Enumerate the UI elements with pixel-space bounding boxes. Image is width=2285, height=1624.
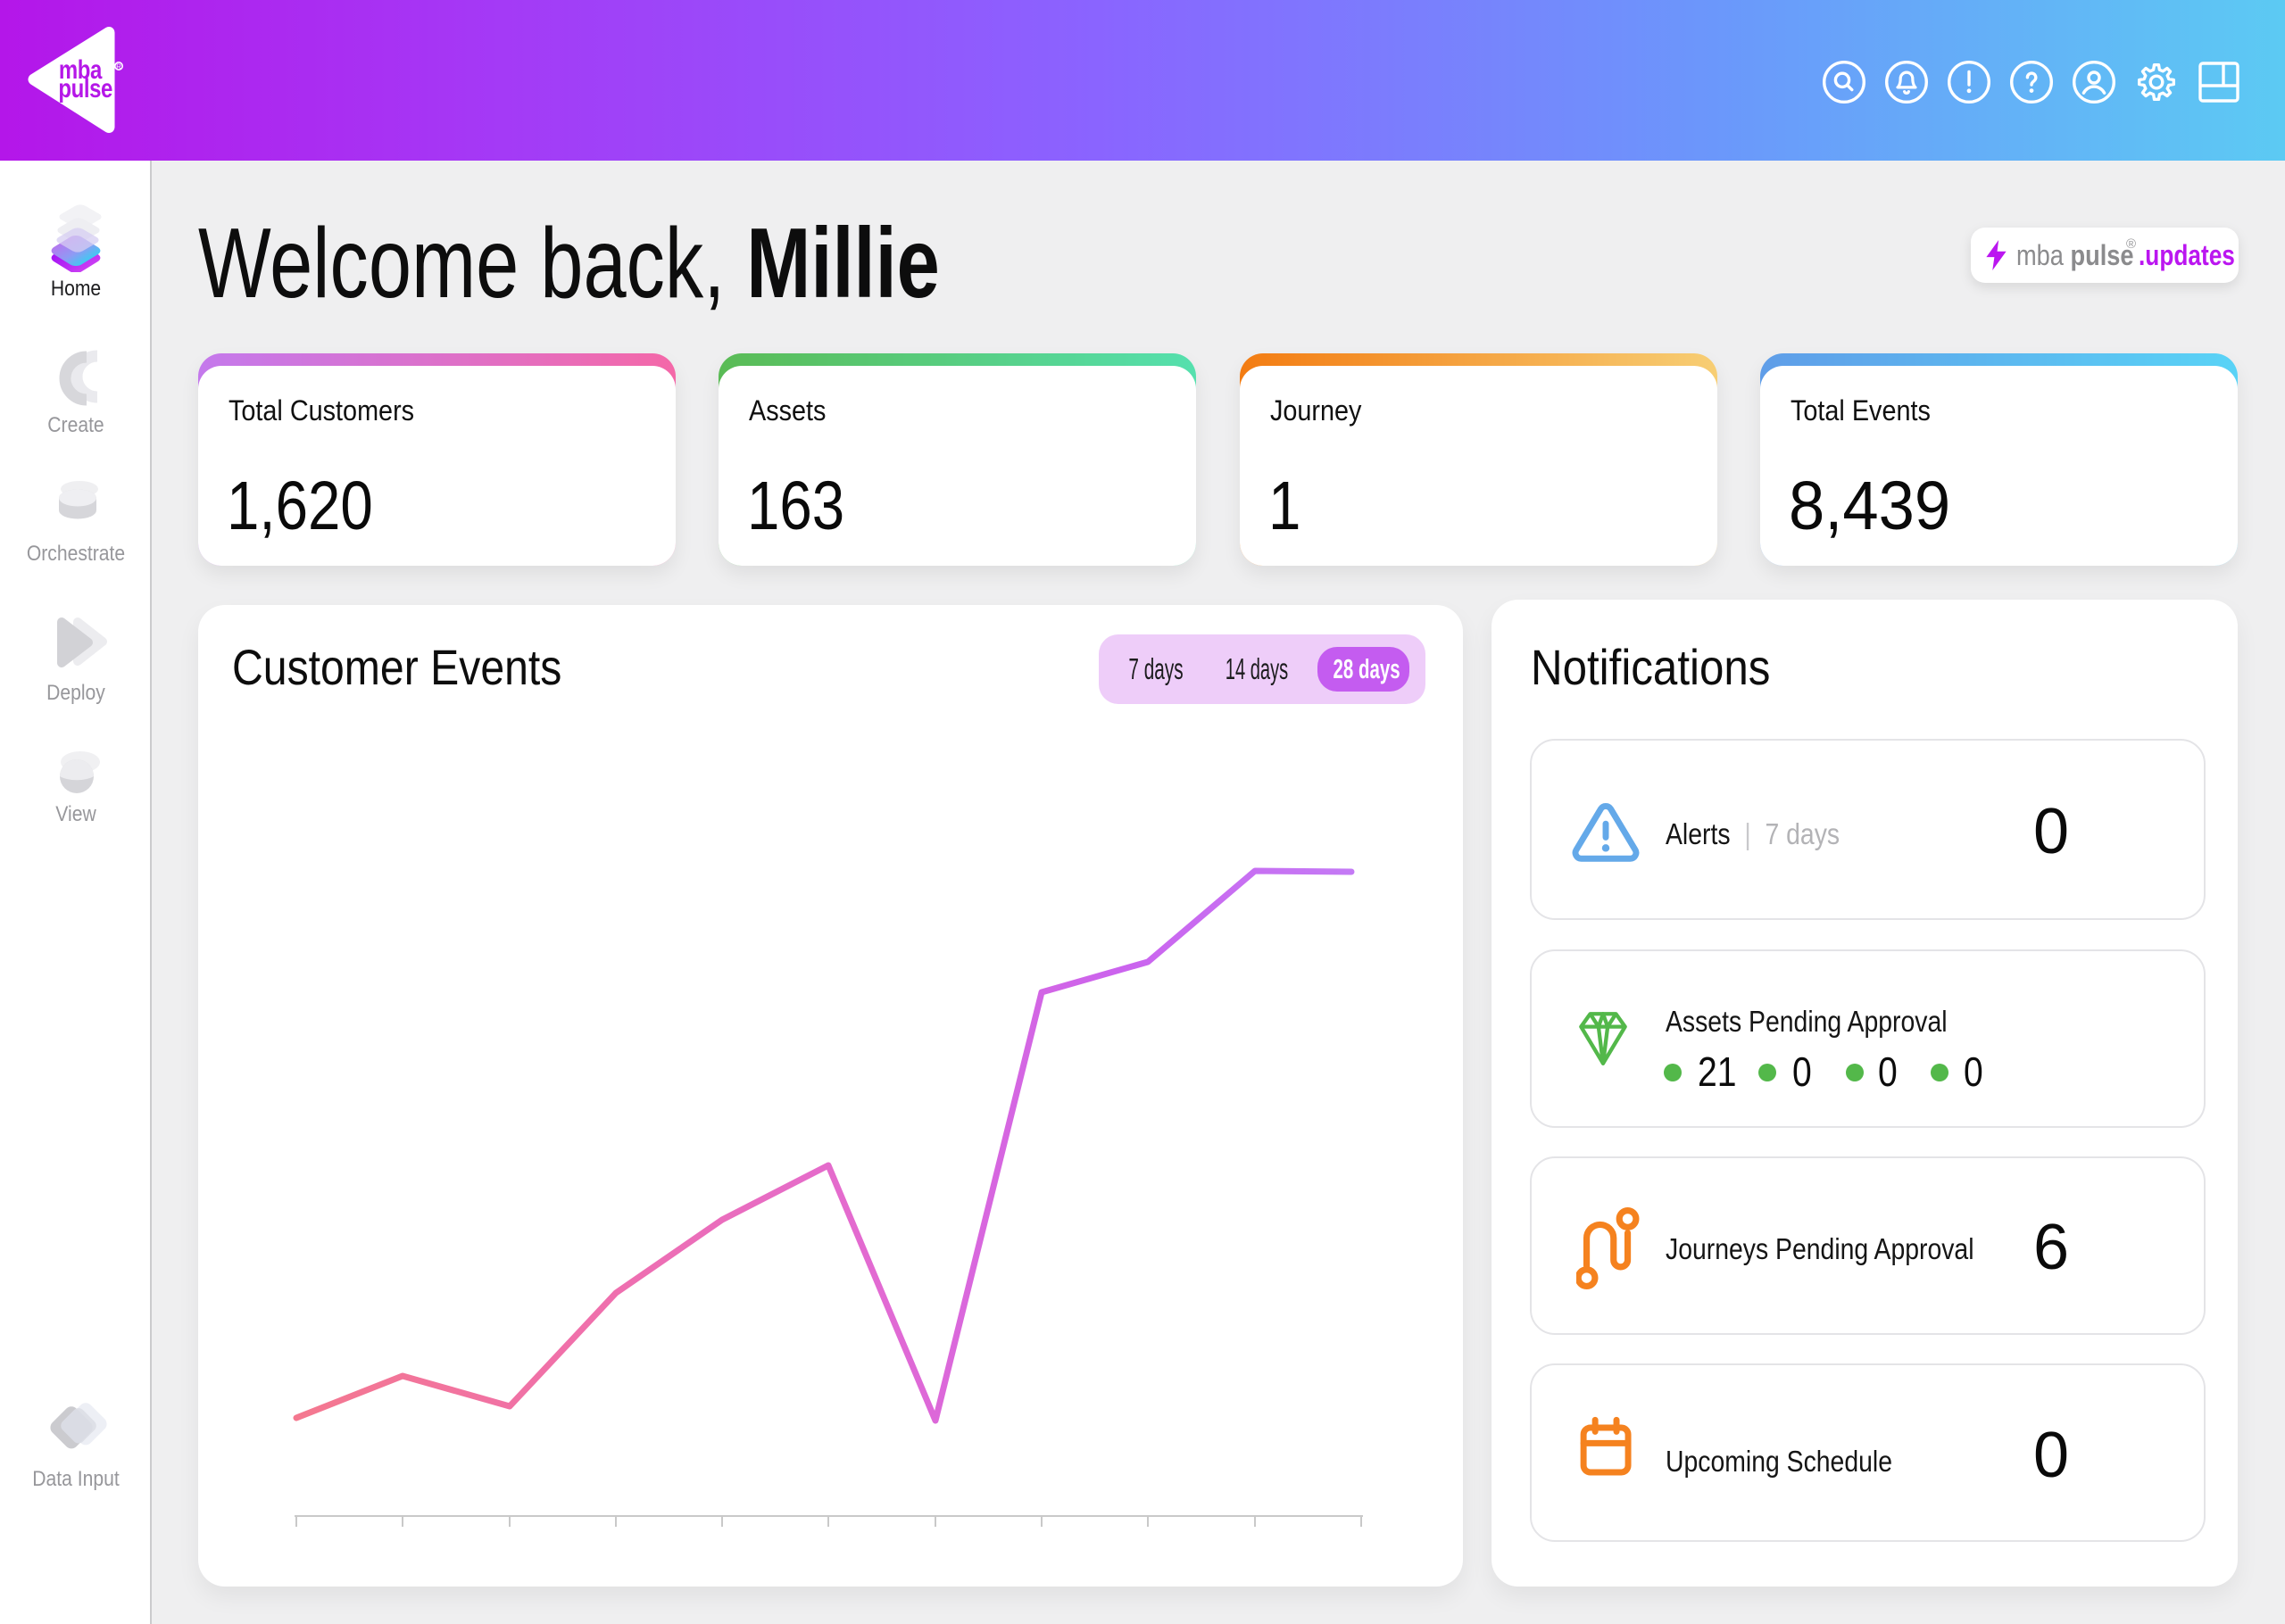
svg-text:R: R bbox=[116, 63, 121, 71]
svg-text:pulse: pulse bbox=[58, 72, 112, 103]
svg-text:mba: mba bbox=[59, 54, 103, 84]
